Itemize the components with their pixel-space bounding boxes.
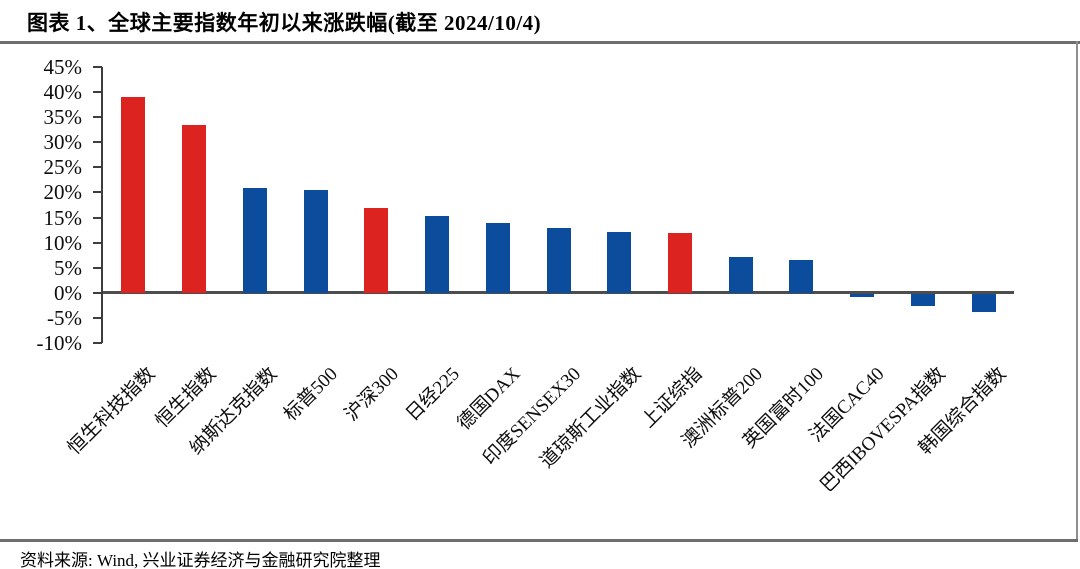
y-axis-tick xyxy=(93,191,102,194)
y-tick-label: 25% xyxy=(43,155,83,180)
right-border-line xyxy=(1076,41,1078,541)
bar xyxy=(607,232,632,293)
y-tick-label: 30% xyxy=(43,130,83,155)
y-axis-spine xyxy=(101,67,103,343)
y-axis-tick xyxy=(93,66,102,68)
y-tick-label: 5% xyxy=(54,255,82,280)
bar xyxy=(850,294,875,297)
y-axis-tick xyxy=(93,241,102,244)
y-axis-tick xyxy=(93,166,102,169)
y-tick-label: 0% xyxy=(54,280,82,305)
y-axis-tick xyxy=(93,91,102,94)
x-axis-line xyxy=(103,291,1014,295)
x-category-label: 恒生科技指数 xyxy=(64,363,160,460)
x-category-label: 标普500 xyxy=(280,363,342,426)
bar xyxy=(667,233,692,293)
y-axis-tick xyxy=(93,291,102,294)
x-category-label: 沪深300 xyxy=(340,363,403,426)
y-axis-tick xyxy=(93,216,102,219)
bar xyxy=(303,189,328,293)
y-axis-tick xyxy=(93,141,102,144)
y-axis-tick xyxy=(93,116,102,119)
y-tick-label: -10% xyxy=(36,331,83,355)
y-tick-label: 10% xyxy=(43,230,83,255)
y-tick-label: 40% xyxy=(43,80,83,105)
y-axis-tick xyxy=(93,316,102,319)
bar xyxy=(425,215,450,293)
y-tick-label: 45% xyxy=(43,55,83,79)
footer-divider xyxy=(0,539,1078,542)
bar xyxy=(364,208,389,293)
bar xyxy=(971,294,996,313)
bar xyxy=(789,259,814,293)
y-tick-label: 20% xyxy=(43,180,83,205)
y-axis-tick xyxy=(93,342,102,344)
y-axis-tick xyxy=(93,266,102,269)
bar xyxy=(485,223,510,293)
source-note: 资料来源: Wind, 兴业证券经济与金融研究院整理 xyxy=(20,551,381,569)
bar xyxy=(182,124,207,293)
y-tick-label: 15% xyxy=(43,205,83,230)
bar xyxy=(242,187,267,293)
page-title: 图表 1、全球主要指数年初以来涨跌幅(截至 2024/10/4) xyxy=(27,11,542,35)
bar xyxy=(546,228,571,293)
y-tick-label: 35% xyxy=(43,105,83,130)
y-tick-label: -5% xyxy=(47,305,82,330)
title-divider xyxy=(0,41,1080,44)
bar xyxy=(910,294,935,306)
bar xyxy=(121,97,146,293)
bar xyxy=(728,256,753,293)
